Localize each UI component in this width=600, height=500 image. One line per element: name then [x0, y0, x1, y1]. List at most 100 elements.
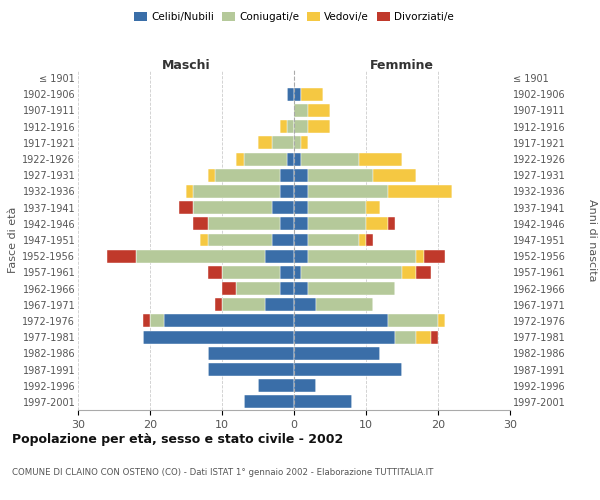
Bar [308, 120, 330, 133]
Bar [308, 218, 366, 230]
Bar [301, 266, 402, 279]
Bar [200, 234, 208, 246]
Bar [359, 234, 366, 246]
Bar [164, 314, 294, 328]
Bar [287, 120, 294, 133]
Bar [294, 363, 402, 376]
Bar [366, 201, 380, 214]
Bar [301, 88, 323, 101]
Bar [208, 363, 294, 376]
Bar [272, 234, 294, 246]
Bar [294, 218, 308, 230]
Bar [308, 234, 359, 246]
Y-axis label: Fasce di età: Fasce di età [8, 207, 18, 273]
Bar [366, 218, 388, 230]
Bar [222, 266, 280, 279]
Bar [272, 201, 294, 214]
Bar [265, 298, 294, 311]
Bar [316, 298, 373, 311]
Legend: Celibi/Nubili, Coniugati/e, Vedovi/e, Divorziati/e: Celibi/Nubili, Coniugati/e, Vedovi/e, Di… [130, 8, 458, 26]
Bar [301, 152, 359, 166]
Bar [143, 314, 150, 328]
Bar [294, 396, 352, 408]
Bar [280, 169, 294, 181]
Bar [280, 282, 294, 295]
Bar [258, 379, 294, 392]
Bar [366, 234, 373, 246]
Bar [294, 201, 308, 214]
Bar [416, 266, 431, 279]
Bar [236, 152, 244, 166]
Bar [294, 185, 308, 198]
Text: Popolazione per età, sesso e stato civile - 2002: Popolazione per età, sesso e stato civil… [12, 432, 343, 446]
Bar [294, 330, 395, 344]
Bar [294, 250, 308, 262]
Bar [388, 218, 395, 230]
Bar [294, 298, 316, 311]
Bar [179, 201, 193, 214]
Bar [294, 136, 301, 149]
Bar [215, 298, 222, 311]
Bar [294, 234, 308, 246]
Bar [193, 201, 272, 214]
Text: COMUNE DI CLAINO CON OSTENO (CO) - Dati ISTAT 1° gennaio 2002 - Elaborazione TUT: COMUNE DI CLAINO CON OSTENO (CO) - Dati … [12, 468, 433, 477]
Bar [301, 136, 308, 149]
Bar [136, 250, 265, 262]
Bar [222, 298, 265, 311]
Bar [294, 282, 308, 295]
Bar [416, 250, 424, 262]
Text: Anni di nascita: Anni di nascita [587, 198, 597, 281]
Bar [215, 169, 280, 181]
Bar [294, 347, 380, 360]
Bar [280, 185, 294, 198]
Text: Maschi: Maschi [161, 58, 211, 71]
Bar [308, 104, 330, 117]
Bar [107, 250, 136, 262]
Bar [280, 120, 287, 133]
Bar [373, 169, 416, 181]
Bar [222, 282, 236, 295]
Bar [143, 330, 294, 344]
Bar [388, 185, 452, 198]
Bar [193, 185, 280, 198]
Bar [294, 266, 301, 279]
Bar [280, 266, 294, 279]
Bar [308, 201, 366, 214]
Bar [359, 152, 402, 166]
Bar [294, 120, 308, 133]
Bar [294, 152, 301, 166]
Bar [438, 314, 445, 328]
Bar [431, 330, 438, 344]
Bar [208, 169, 215, 181]
Bar [150, 314, 164, 328]
Bar [424, 250, 445, 262]
Bar [272, 136, 294, 149]
Bar [294, 88, 301, 101]
Bar [388, 314, 438, 328]
Bar [402, 266, 416, 279]
Bar [208, 218, 280, 230]
Bar [244, 152, 287, 166]
Bar [287, 88, 294, 101]
Bar [294, 169, 308, 181]
Bar [236, 282, 280, 295]
Bar [265, 250, 294, 262]
Bar [308, 250, 416, 262]
Bar [280, 218, 294, 230]
Bar [308, 185, 388, 198]
Bar [416, 330, 431, 344]
Bar [193, 218, 208, 230]
Bar [208, 347, 294, 360]
Bar [395, 330, 416, 344]
Bar [244, 396, 294, 408]
Bar [208, 266, 222, 279]
Bar [258, 136, 272, 149]
Text: Femmine: Femmine [370, 58, 434, 71]
Bar [208, 234, 272, 246]
Bar [294, 104, 308, 117]
Bar [308, 169, 373, 181]
Bar [294, 379, 316, 392]
Bar [294, 314, 388, 328]
Bar [308, 282, 395, 295]
Bar [287, 152, 294, 166]
